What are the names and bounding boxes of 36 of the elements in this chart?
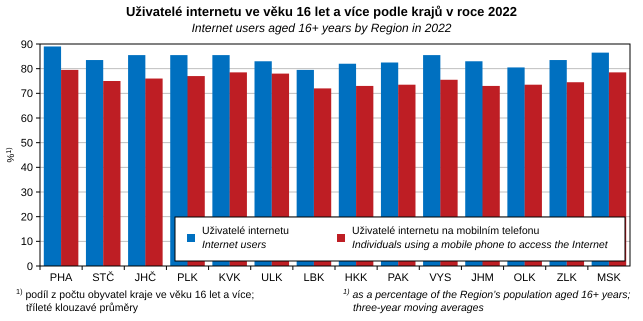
- x-tick-label: STČ: [92, 271, 114, 284]
- y-tick-label: 50: [20, 138, 33, 150]
- legend-label: Uživatelé internetu Internet users: [202, 225, 290, 251]
- bar: [145, 78, 163, 266]
- x-tick-label: JHM: [471, 272, 494, 284]
- x-tick-label: OLK: [514, 272, 536, 284]
- text: $^{1)}$ as a percentage of the Region’s population aged 16+ years; three-year moving averages: [343, 286, 630, 314]
- bar: [103, 81, 120, 266]
- bar: [44, 46, 62, 266]
- x-tick-label: MSK: [597, 272, 622, 284]
- chart-title: Uživatelé internetu ve věku 16 let a více podle krajů v roce 2022: [126, 4, 517, 19]
- chart-subtitle: Internet users aged 16+ years by Region in 2022: [192, 21, 452, 35]
- y-tick-label: 70: [20, 88, 33, 100]
- x-tick-label: PLK: [177, 272, 199, 284]
- y-tick-label: 40: [20, 162, 33, 174]
- y-tick-label: 60: [20, 112, 33, 125]
- y-tick-label: 0: [26, 260, 33, 273]
- x-tick-label: KVK: [218, 272, 242, 284]
- y-tick-label: 80: [20, 64, 33, 76]
- y-tick-label: 10: [20, 236, 33, 248]
- x-tick-label: ZLK: [556, 272, 578, 284]
- x-tick-label: PAK: [388, 272, 410, 284]
- x-tick-label: LBK: [304, 272, 325, 284]
- legend-label: Uživatelé internetu na mobilním telefonu Individuals using a mobile phone to access the Internet: [352, 225, 609, 251]
- x-tick-label: ULK: [261, 272, 284, 284]
- bar: [128, 55, 146, 266]
- bar: [86, 60, 104, 266]
- x-tick-label: JHČ: [134, 271, 156, 284]
- text: $^{1)}$ podíl z počtu obyvatel kraje ve věku 16 let a více; tříleté klouzavé průměry: [16, 286, 254, 314]
- x-tick-label: HKK: [344, 272, 368, 284]
- x-tick-label: VYS: [429, 272, 452, 284]
- bar: [61, 70, 78, 266]
- y-tick-label: 20: [20, 212, 33, 224]
- x-tick-label: PHA: [50, 272, 74, 284]
- y-tick-label: 90: [20, 38, 33, 51]
- y-tick-label: 30: [20, 186, 33, 199]
